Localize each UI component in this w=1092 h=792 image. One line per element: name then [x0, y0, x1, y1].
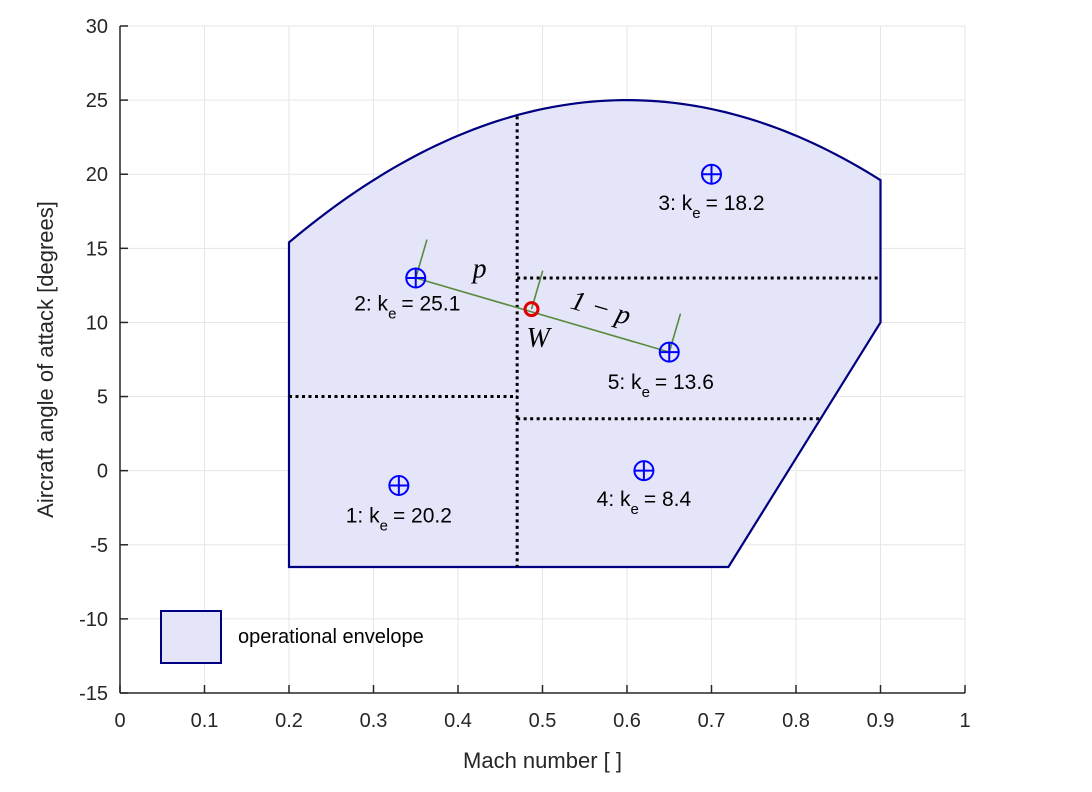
interpolation-line: [415, 277, 670, 353]
y-tick-label: 30: [86, 16, 108, 38]
y-tick-label: 15: [86, 238, 108, 260]
p-label: p: [471, 254, 487, 285]
grid-point-1: 1: ke = 20.2: [346, 474, 452, 535]
x-tick-label: 0.1: [191, 710, 219, 732]
axes-layer: 0 0.1 0.2 0.3 0.4 0.5 0.6 0.7 0.8 0.9 1 -15 -10 -5 0 5 1…: [79, 16, 970, 732]
x-tick-label: 0.2: [275, 710, 303, 732]
interpolation-layer: p1 − pW: [414, 239, 682, 354]
x-tick-label: 0.5: [529, 710, 557, 732]
operational-envelope: [287, 99, 882, 569]
grid-point-3: 3: ke = 18.2: [658, 163, 765, 222]
grid-point-label: 4: ke = 8.4: [597, 488, 692, 518]
x-tick-label: 0.9: [867, 710, 895, 732]
legend-label: operational envelope: [238, 626, 424, 648]
interpolation-tick: [668, 313, 682, 353]
grid-point-2: 2: ke = 25.1: [354, 267, 460, 323]
y-tick-label: 25: [86, 90, 108, 112]
partition-layer: [289, 116, 881, 568]
y-tick-label: 10: [86, 312, 108, 334]
w-label: W: [527, 323, 553, 354]
x-tick-label: 0.6: [613, 710, 641, 732]
x-tick-label: 0.8: [782, 710, 810, 732]
y-tick-label: 20: [86, 164, 108, 186]
y-axis-label: Aircraft angle of attack [degrees]: [33, 201, 58, 518]
y-tick-label: 0: [97, 461, 108, 483]
envelope-layer: [287, 99, 882, 569]
x-tick-label: 0.3: [360, 710, 388, 732]
legend: operational envelope: [160, 610, 424, 664]
grid-point-label: 5: ke = 13.6: [608, 371, 714, 401]
grid-point-label: 1: ke = 20.2: [346, 505, 452, 535]
x-axis-label: Mach number [ ]: [463, 748, 622, 773]
y-tick-label: 5: [97, 387, 108, 409]
grid-point-4: 4: ke = 8.4: [597, 460, 692, 518]
y-tick-label: -10: [79, 609, 108, 631]
y-tick-label: -15: [79, 683, 108, 705]
points-layer: 1: ke = 20.2 2: ke = 25.1 3: ke = 18.2 4: ke = …: [346, 163, 765, 535]
interpolation-tick: [414, 239, 428, 279]
grid-point-5: 5: ke = 13.6: [608, 341, 714, 401]
x-tick-label: 1: [959, 710, 970, 732]
grid-point-label: 2: ke = 25.1: [354, 293, 460, 323]
x-tick-label: 0.7: [698, 710, 726, 732]
grid-point-label: 3: ke = 18.2: [658, 192, 764, 222]
x-tick-label: 0.4: [444, 710, 472, 732]
interpolated-point-w: [523, 301, 540, 318]
x-tick-label: 0: [114, 710, 125, 732]
y-tick-label: -5: [90, 535, 108, 557]
legend-swatch: [160, 610, 222, 664]
